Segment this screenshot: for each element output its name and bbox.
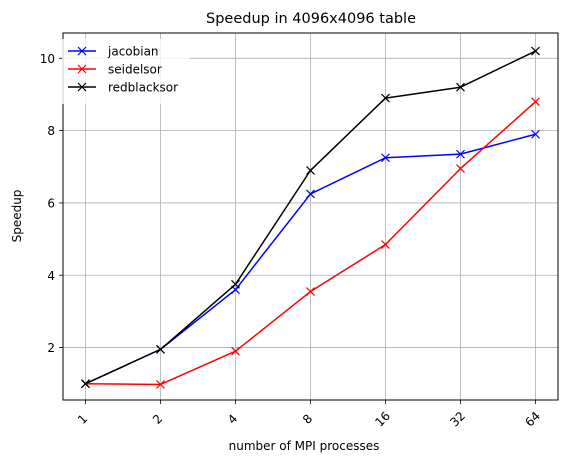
legend-label: jacobian	[107, 45, 159, 59]
data-point	[306, 165, 315, 175]
data-point	[456, 149, 465, 159]
data-point	[306, 189, 315, 199]
series-redblacksor	[81, 46, 540, 389]
data-point	[456, 164, 465, 174]
legend-marker	[77, 82, 87, 92]
y-tick-label: 10	[40, 52, 55, 66]
y-tick-label: 4	[47, 269, 55, 283]
ticks: 1 2 4 8 16 32 64 2 4 6 8 10	[40, 52, 543, 430]
legend-label: redblacksor	[108, 81, 178, 95]
x-tick-label: 1	[75, 412, 90, 427]
y-axis-title: Speedup	[10, 190, 24, 243]
y-tick-label: 2	[47, 341, 55, 355]
data-point	[231, 279, 240, 289]
chart-title: Speedup in 4096x4096 table	[206, 11, 416, 27]
x-tick-label: 4	[225, 412, 240, 427]
legend-item-redblacksor: redblacksor	[68, 81, 178, 95]
data-point	[531, 46, 540, 56]
data-point	[156, 344, 165, 354]
x-tick-label: 16	[372, 409, 393, 430]
legend-item-jacobian: jacobian	[68, 45, 159, 59]
legend-marker	[77, 46, 87, 56]
data-point	[456, 82, 465, 92]
legend: jacobian seidelsor redblacksor	[62, 39, 190, 104]
legend-item-seidelsor: seidelsor	[68, 63, 162, 77]
data-point	[381, 93, 390, 103]
data-point	[231, 346, 240, 356]
y-tick-label: 8	[47, 124, 55, 138]
data-point	[531, 97, 540, 107]
x-tick-label: 64	[522, 409, 543, 430]
y-tick-label: 6	[47, 196, 55, 210]
series	[81, 46, 540, 389]
x-tick-label: 8	[300, 412, 315, 427]
x-tick-label: 32	[447, 409, 468, 430]
data-point	[81, 379, 90, 389]
legend-label: seidelsor	[108, 63, 162, 77]
data-point	[381, 153, 390, 163]
x-tick-label: 2	[150, 412, 165, 427]
data-point	[306, 287, 315, 296]
data-point	[156, 380, 165, 389]
legend-marker	[77, 64, 87, 74]
data-point	[531, 129, 540, 139]
data-point	[381, 240, 390, 249]
x-axis-title: number of MPI processes	[229, 439, 380, 453]
